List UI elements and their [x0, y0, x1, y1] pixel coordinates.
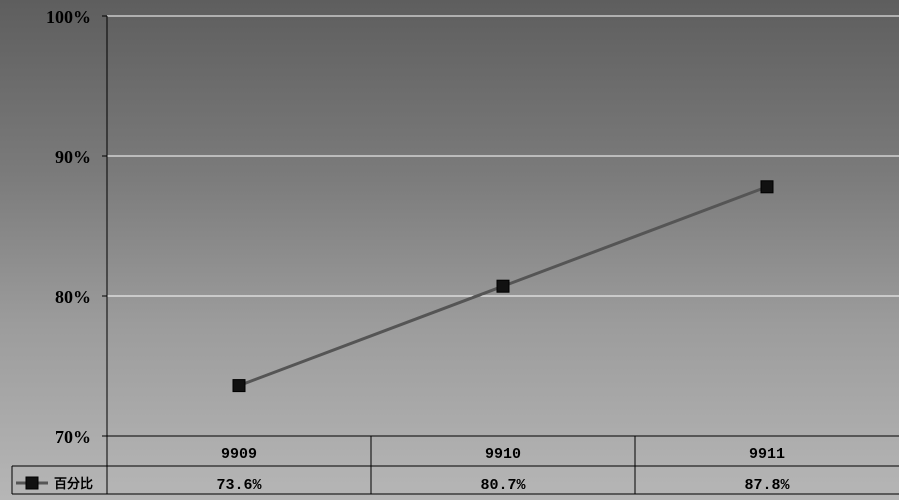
- data-point-marker: [232, 379, 246, 393]
- legend-label: 百分比: [54, 476, 93, 492]
- x-category-label: 9911: [749, 446, 785, 463]
- table-value-cell: 73.6%: [216, 477, 262, 494]
- table-value-cell: 80.7%: [480, 477, 526, 494]
- table-value-cell: 87.8%: [744, 477, 790, 494]
- y-tick-label: 100%: [46, 7, 91, 27]
- x-category-label: 9910: [485, 446, 521, 463]
- y-tick-label: 90%: [55, 147, 91, 167]
- y-tick-label: 70%: [55, 427, 91, 447]
- x-category-label: 9909: [221, 446, 257, 463]
- data-point-marker: [760, 180, 774, 194]
- data-point-marker: [496, 279, 510, 293]
- legend-marker-icon: [25, 476, 39, 490]
- y-tick-label: 80%: [55, 287, 91, 307]
